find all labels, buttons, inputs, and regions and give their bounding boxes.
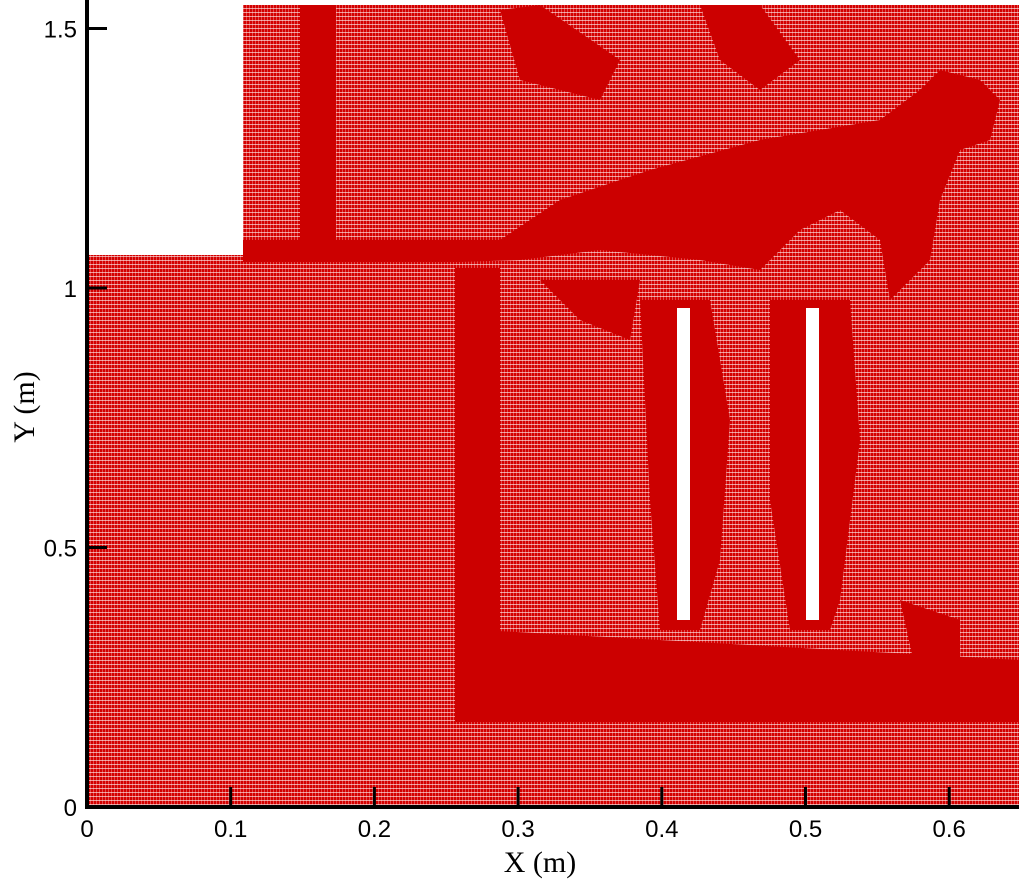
mesh [87, 5, 1019, 807]
y-axis-title: Y (m) [8, 371, 41, 442]
y-tick-label: 0.5 [44, 536, 77, 563]
x-tick-label: 0.6 [933, 816, 966, 843]
x-tick-label: 0.3 [501, 816, 534, 843]
y-tick-label: 0 [64, 795, 77, 822]
x-axis-title: X (m) [504, 846, 576, 879]
x-tick-label: 0.2 [358, 816, 391, 843]
x-tick-label: 0.5 [789, 816, 822, 843]
x-tick-label: 0 [80, 816, 93, 843]
x-tick-label: 0.1 [214, 816, 247, 843]
y-tick-label: 1 [64, 276, 77, 303]
x-tick-label: 0.4 [645, 816, 678, 843]
y-tick-label: 1.5 [44, 17, 77, 44]
